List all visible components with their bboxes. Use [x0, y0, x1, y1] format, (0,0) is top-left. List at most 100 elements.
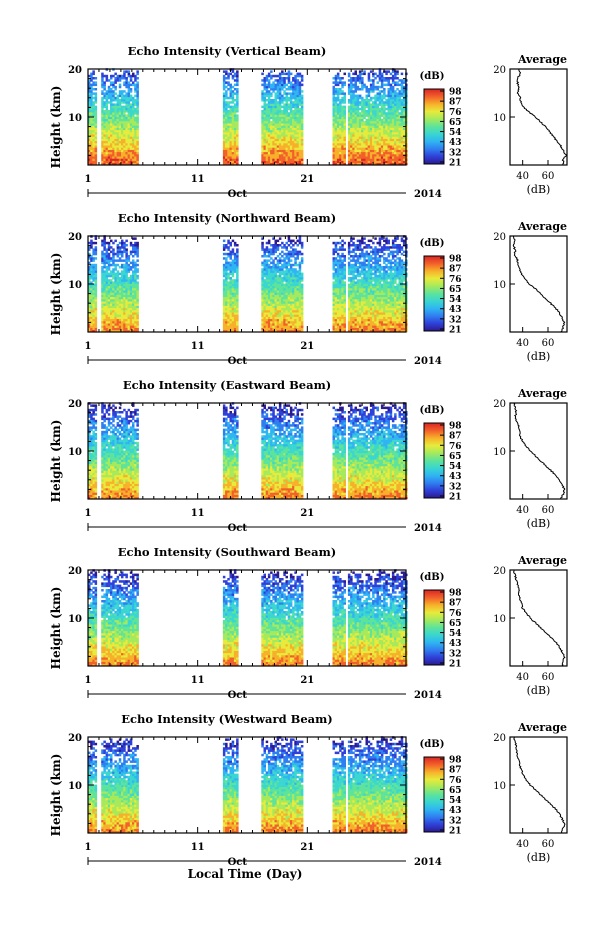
heatmap-cell — [274, 101, 277, 104]
heatmap-cell — [229, 279, 232, 282]
heatmap-cell — [341, 121, 344, 124]
heatmap-cell — [107, 305, 111, 309]
heatmap-cell — [265, 110, 269, 113]
heatmap-cell — [103, 138, 106, 142]
heatmap-cell — [292, 299, 295, 302]
heatmap-cell — [367, 138, 371, 142]
heatmap-cell — [227, 268, 230, 271]
heatmap-cell — [402, 114, 406, 117]
heatmap-cell — [88, 149, 91, 153]
heatmap-cell — [281, 105, 284, 109]
heatmap-cell — [88, 281, 91, 284]
heatmap-cell — [118, 296, 122, 300]
heatmap-cell — [134, 312, 137, 315]
heatmap-cell — [94, 125, 98, 128]
heatmap-cell — [369, 136, 373, 139]
heatmap-cell — [369, 96, 373, 100]
heatmap-cell — [107, 147, 111, 150]
heatmap-cell — [116, 301, 120, 304]
heatmap-cell — [343, 94, 346, 98]
heatmap-cell — [227, 132, 230, 135]
heatmap-cell — [339, 79, 342, 82]
heatmap-cell — [332, 303, 335, 306]
heatmap-cell — [339, 321, 342, 324]
heatmap-cell — [112, 301, 115, 304]
heatmap-cell — [136, 129, 139, 133]
heatmap-cell — [103, 151, 106, 155]
heatmap-cell — [107, 121, 111, 124]
heatmap-cell — [92, 329, 95, 333]
heatmap-cell — [136, 101, 139, 104]
heatmap-cell — [101, 285, 104, 289]
heatmap-cell — [121, 101, 124, 104]
heatmap-cell — [110, 123, 113, 126]
heatmap-cell — [336, 288, 340, 291]
heatmap-cell — [358, 81, 362, 84]
heatmap-cell — [121, 318, 124, 322]
heatmap-cell — [336, 329, 340, 333]
heatmap-cell — [352, 118, 355, 122]
heatmap-cell — [336, 318, 340, 322]
heatmap-cell — [233, 303, 237, 306]
heatmap-cell — [125, 162, 128, 166]
heatmap-cell — [229, 327, 232, 331]
heatmap-cell — [285, 156, 288, 159]
heatmap-cell — [261, 138, 264, 142]
heatmap-cell — [110, 259, 113, 262]
heatmap-cell — [112, 151, 115, 155]
heatmap-cell — [107, 244, 111, 247]
heatmap-cell — [372, 134, 375, 137]
heatmap-cell — [261, 127, 264, 131]
heatmap-cell — [289, 288, 293, 291]
heatmap-cell — [101, 310, 104, 313]
heatmap-cell — [292, 301, 295, 304]
heatmap-cell — [272, 250, 275, 254]
heatmap-cell — [227, 81, 230, 84]
heatmap-cell — [229, 307, 232, 311]
heatmap-cell — [132, 101, 135, 104]
heatmap-cell — [123, 279, 126, 282]
heatmap-cell — [270, 323, 273, 326]
heatmap-cell — [272, 285, 275, 289]
heatmap-cell — [380, 132, 384, 135]
heatmap-cell — [400, 110, 404, 113]
heatmap-cell — [94, 323, 98, 326]
heatmap-cell — [88, 127, 91, 131]
heatmap-cell — [236, 318, 239, 322]
heatmap-cell — [285, 312, 288, 315]
heatmap-cell — [236, 279, 239, 282]
heatmap-cell — [261, 323, 264, 326]
heatmap-cell — [103, 292, 106, 295]
heatmap-cell — [123, 112, 126, 115]
heatmap-cell — [396, 140, 399, 144]
heatmap-cell — [227, 239, 230, 243]
heatmap-cell — [281, 140, 284, 144]
heatmap-cell — [374, 116, 377, 120]
heatmap-cell — [90, 83, 93, 87]
heatmap-cell — [105, 312, 109, 315]
heatmap-cell — [92, 72, 95, 76]
heatmap-cell — [350, 107, 353, 111]
heatmap-cell — [105, 248, 109, 251]
heatmap-cell — [112, 312, 115, 315]
heatmap-cell — [289, 299, 293, 302]
heatmap-cell — [107, 312, 111, 315]
heatmap-cell — [367, 140, 371, 144]
heatmap-cell — [88, 85, 91, 89]
heatmap-cell — [118, 246, 122, 249]
heatmap-cell — [391, 99, 395, 102]
heatmap-cell — [114, 145, 117, 148]
heatmap-cell — [125, 323, 128, 326]
heatmap-cell — [127, 99, 131, 102]
heatmap-cell — [123, 110, 126, 113]
heatmap-cell — [272, 299, 275, 302]
heatmap-cell — [229, 244, 232, 247]
heatmap-cell — [339, 160, 342, 164]
heatmap-cell — [267, 270, 271, 273]
heatmap-cell — [236, 132, 239, 135]
heatmap-cell — [267, 121, 271, 124]
heatmap-cell — [236, 158, 239, 161]
heatmap-cell — [233, 162, 237, 166]
heatmap-cell — [341, 129, 344, 133]
heatmap-cell — [292, 105, 295, 109]
